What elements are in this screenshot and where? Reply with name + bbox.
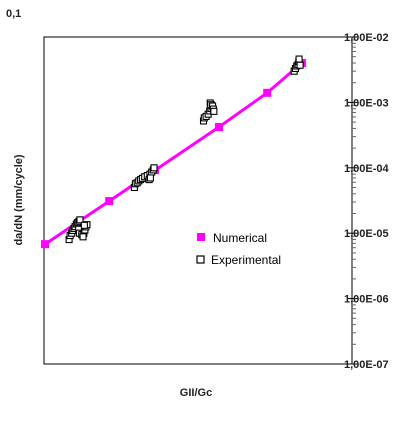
y-tick-label: 1,00E-07: [344, 359, 389, 371]
y-tick-label: 1,00E-02: [344, 32, 389, 44]
data-point: [263, 88, 272, 97]
y-tick-label: 1,00E-06: [344, 294, 389, 306]
data-point: [105, 197, 114, 206]
y-tick-label: 1,00E-05: [344, 228, 389, 240]
data-point: [210, 107, 218, 115]
y-tick-labels: 1,00E-02 1,00E-03 1,00E-04 1,00E-05 1,00E-06…: [344, 32, 390, 371]
data-point: [295, 55, 303, 63]
legend-numerical-marker: [197, 233, 205, 241]
y-major-ticks: [348, 36, 358, 365]
legend-numerical-label: Numerical: [213, 231, 267, 245]
data-point: [80, 221, 88, 229]
data-point: [146, 174, 154, 182]
y-tick-label: 1,00E-03: [344, 97, 389, 109]
y-minor-ticks: [352, 39, 356, 345]
series-layer: [41, 55, 306, 249]
data-point: [296, 61, 304, 69]
data-point: [150, 164, 158, 172]
series-line: [44, 61, 303, 246]
y-axis-title: da/dN (mm/cycle): [13, 154, 25, 245]
x-axis-title: GII/Gc: [180, 387, 212, 399]
legend-experimental-marker: [196, 255, 205, 264]
corner-label: 0,1: [6, 8, 21, 20]
y-tick-label: 1,00E-04: [344, 163, 390, 175]
series-experimental: [65, 55, 304, 244]
data-point: [76, 216, 84, 224]
data-point: [215, 123, 224, 132]
data-point: [41, 240, 49, 249]
legend: Numerical Experimental: [196, 231, 281, 267]
plot-area: [43, 36, 353, 365]
data-point: [79, 233, 87, 241]
legend-experimental-label: Experimental: [211, 253, 281, 267]
